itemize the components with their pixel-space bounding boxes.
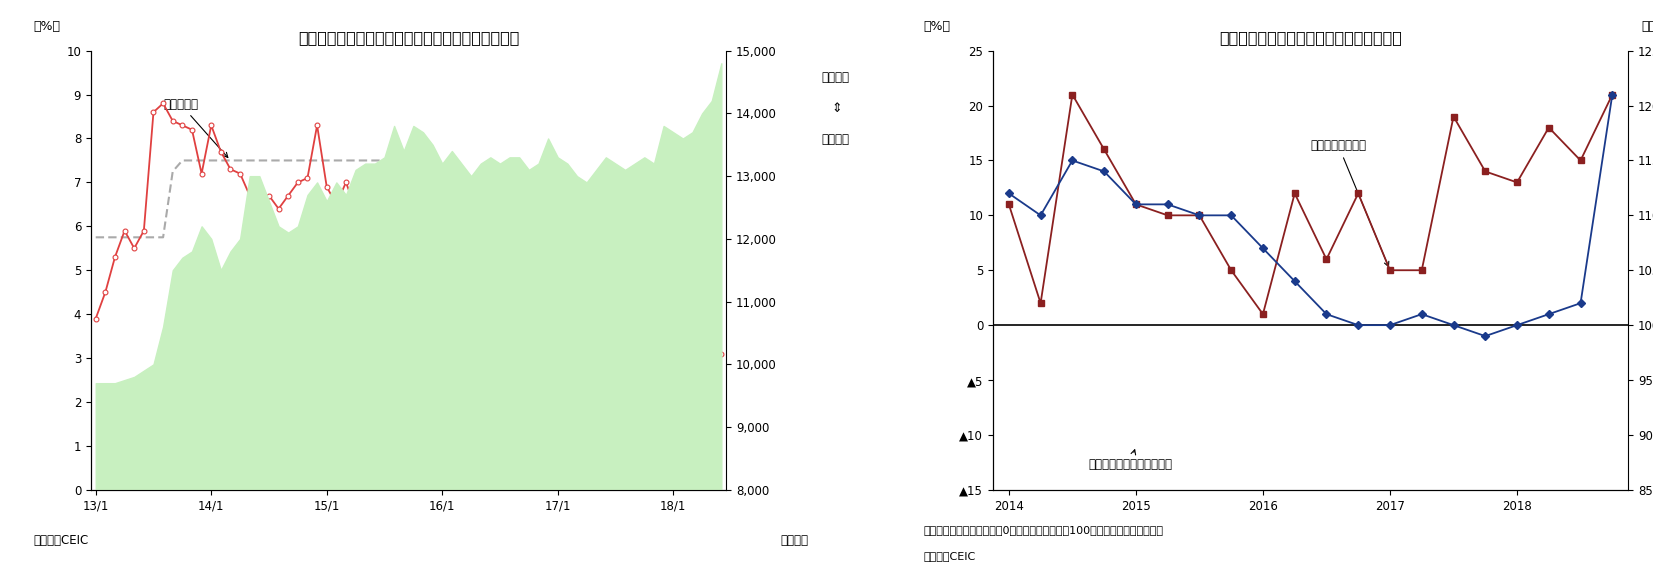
Text: （資料）CEIC: （資料）CEIC	[33, 534, 89, 547]
Text: （月次）: （月次）	[780, 534, 808, 547]
Title: インドネシアの為替レート・インフレ率・政策金利: インドネシアの為替レート・インフレ率・政策金利	[298, 30, 519, 46]
Text: （%）: （%）	[922, 20, 950, 33]
Text: 対ドルレート
（ルピア、右軸）: 対ドルレート （ルピア、右軸）	[555, 383, 610, 412]
Text: （注）ビジネス活動指数は0超、消費者信頼感は100を超えると楽観を表す。: （注）ビジネス活動指数は0超、消費者信頼感は100を超えると楽観を表す。	[922, 525, 1164, 535]
Text: ルピア高: ルピア高	[822, 133, 850, 146]
Text: ルピア安: ルピア安	[822, 72, 850, 84]
Text: ⇕: ⇕	[831, 102, 841, 115]
Text: 消費者信頼感指数（右軸）: 消費者信頼感指数（右軸）	[1088, 450, 1172, 471]
Text: 旧政策金利: 旧政策金利	[164, 98, 228, 158]
Text: ビジネス活動指数: ビジネス活動指数	[1311, 140, 1389, 266]
Title: インドネシアの企業景況感、消費者信頼感: インドネシアの企業景況感、消費者信頼感	[1220, 30, 1402, 46]
Text: （資料）CEIC: （資料）CEIC	[922, 551, 975, 561]
Text: （ポイント）: （ポイント）	[1641, 20, 1653, 33]
Text: （%）: （%）	[33, 20, 61, 33]
Text: 政策金利: 政策金利	[557, 230, 587, 278]
Text: CPI上昇率（前年同月比）: CPI上昇率（前年同月比）	[327, 368, 458, 405]
